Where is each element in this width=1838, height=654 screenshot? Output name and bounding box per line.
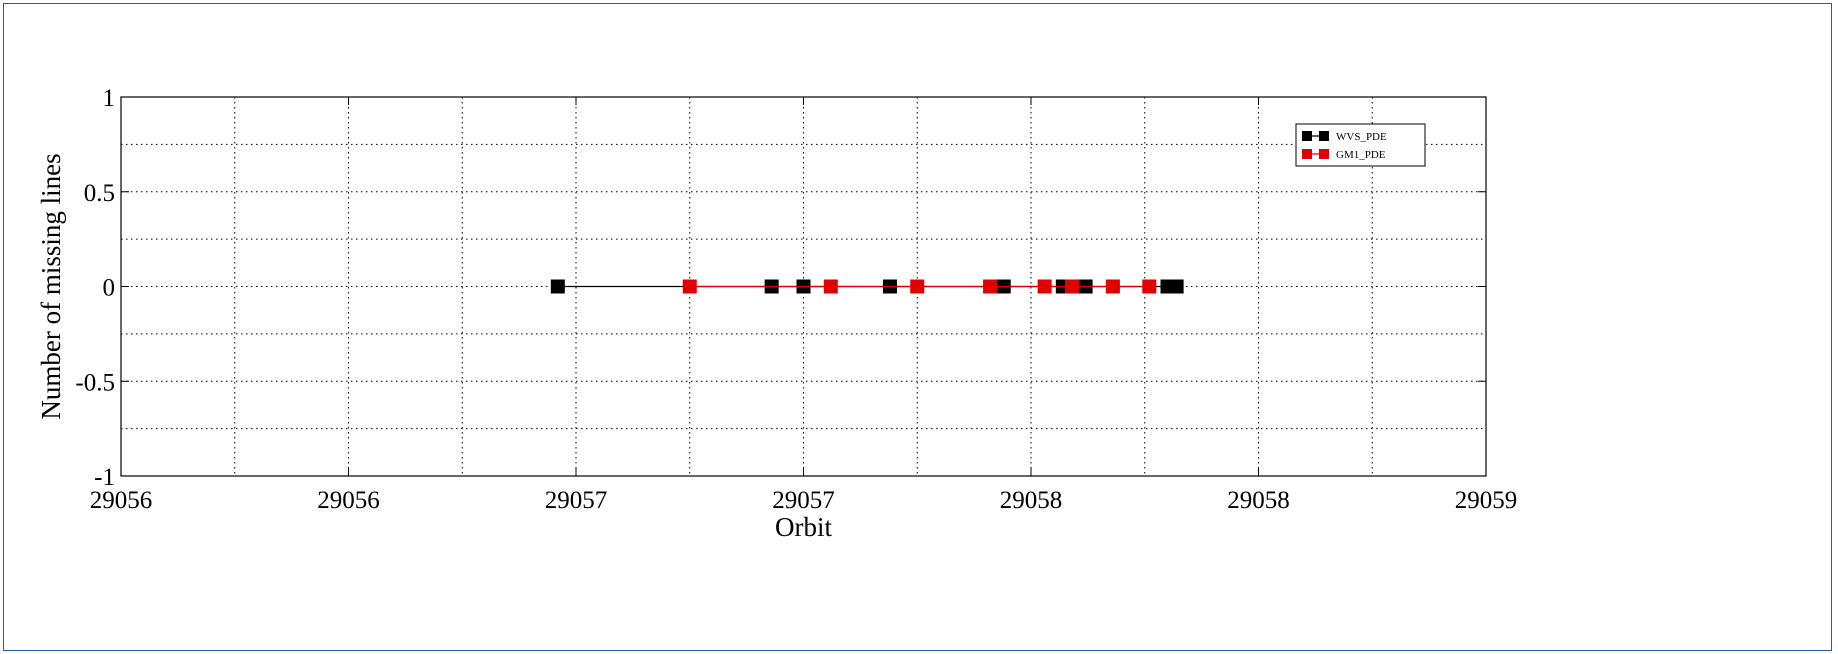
data-point-gm1-pde bbox=[1105, 279, 1120, 294]
x-tick-label: 29056 bbox=[317, 487, 380, 514]
legend-marker bbox=[1302, 131, 1312, 141]
data-point-gm1-pde bbox=[682, 279, 697, 294]
legend-label: WVS_PDE bbox=[1336, 131, 1387, 143]
x-tick-label: 29059 bbox=[1455, 487, 1518, 514]
x-tick-label: 29057 bbox=[545, 487, 608, 514]
data-point-wvs-pde bbox=[550, 279, 565, 294]
y-tick-label: -1 bbox=[94, 464, 115, 491]
legend-marker bbox=[1319, 149, 1329, 159]
data-point-wvs-pde bbox=[1169, 279, 1184, 294]
data-point-gm1-pde bbox=[910, 279, 925, 294]
legend-box bbox=[1295, 123, 1426, 167]
data-point-gm1-pde bbox=[1064, 279, 1079, 294]
x-tick-label: 29057 bbox=[772, 487, 835, 514]
legend-marker bbox=[1302, 149, 1312, 159]
legend-marker bbox=[1319, 131, 1329, 141]
legend-label: GM1_PDE bbox=[1336, 149, 1386, 161]
y-tick-label: -0.5 bbox=[75, 369, 115, 396]
x-tick-label: 29058 bbox=[1000, 487, 1063, 514]
y-tick-label: 0 bbox=[103, 275, 116, 302]
y-tick-label: 1 bbox=[103, 85, 116, 112]
x-tick-label: 29058 bbox=[1227, 487, 1290, 514]
data-point-gm1-pde bbox=[1142, 279, 1157, 294]
y-tick-label: 0.5 bbox=[84, 180, 115, 207]
data-point-gm1-pde bbox=[823, 279, 838, 294]
data-point-gm1-pde bbox=[983, 279, 998, 294]
x-axis-title: Orbit bbox=[775, 512, 832, 542]
y-axis-title: Number of missing lines bbox=[36, 153, 66, 419]
data-point-gm1-pde bbox=[1037, 279, 1052, 294]
x-tick-label: 29056 bbox=[90, 487, 153, 514]
